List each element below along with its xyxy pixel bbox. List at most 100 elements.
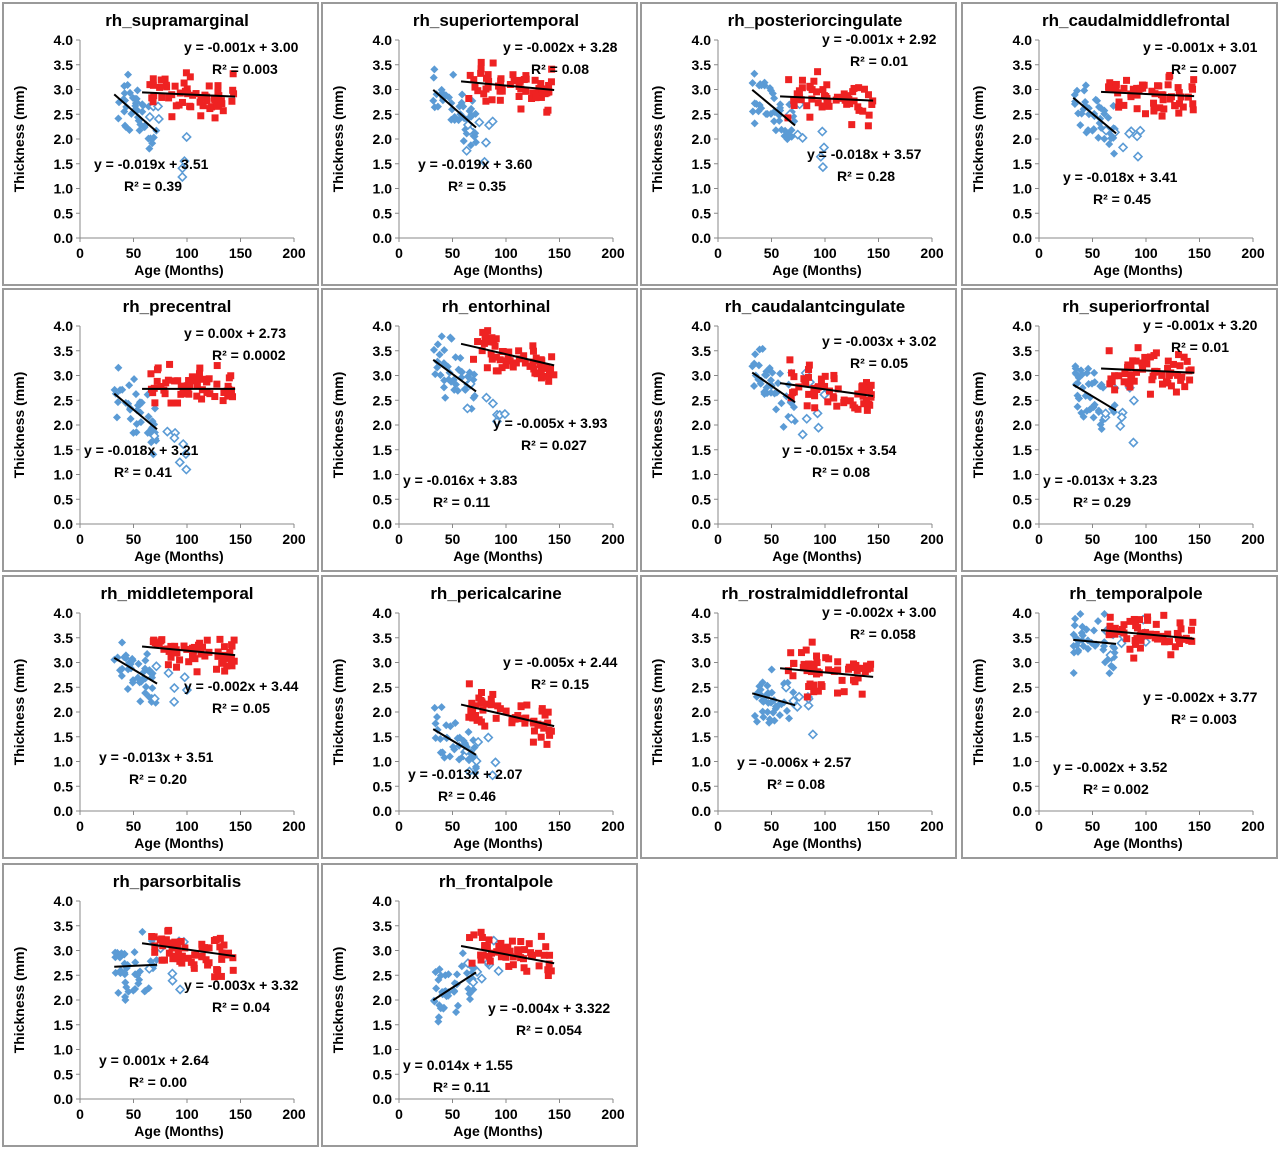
y-tick-label: 3.5 bbox=[373, 918, 393, 934]
older-point bbox=[1179, 635, 1187, 643]
older-trendline bbox=[460, 703, 555, 728]
y-tick-label: 3.5 bbox=[692, 57, 712, 73]
younger-point bbox=[467, 111, 476, 120]
older-point bbox=[218, 949, 226, 957]
y-tick-label: 4.0 bbox=[1013, 605, 1033, 621]
older-equation: y = -0.002x + 3.28 bbox=[503, 39, 618, 55]
younger-point bbox=[433, 340, 442, 349]
older-point bbox=[217, 972, 225, 980]
older-point bbox=[849, 401, 857, 409]
older-point bbox=[535, 949, 543, 957]
y-tick-label: 4.0 bbox=[54, 605, 74, 621]
older-point bbox=[1177, 93, 1185, 101]
older-point bbox=[199, 375, 207, 383]
younger-point bbox=[777, 125, 786, 134]
older-point bbox=[823, 81, 831, 89]
older-equation: y = -0.001x + 3.01 bbox=[1143, 39, 1258, 55]
older-point bbox=[1189, 106, 1197, 114]
older-point bbox=[199, 102, 207, 110]
younger-point bbox=[120, 653, 129, 662]
older-r2: R² = 0.003 bbox=[1171, 711, 1237, 727]
older-point bbox=[1124, 379, 1132, 387]
y-axis-label: Thickness (mm) bbox=[11, 86, 27, 193]
younger-point bbox=[1110, 149, 1119, 158]
x-tick-label: 200 bbox=[282, 245, 306, 261]
younger-point bbox=[134, 979, 143, 988]
older-point bbox=[182, 69, 190, 77]
younger-open-point bbox=[169, 432, 180, 444]
y-tick-label: 0.0 bbox=[373, 516, 393, 532]
younger-point bbox=[1099, 645, 1108, 654]
older-point bbox=[473, 716, 481, 724]
y-tick-label: 2.5 bbox=[373, 679, 393, 695]
older-point bbox=[211, 973, 219, 981]
younger-open-point bbox=[167, 968, 178, 979]
younger-trendline bbox=[751, 692, 796, 707]
older-point bbox=[1177, 625, 1185, 633]
younger-point bbox=[765, 364, 774, 373]
older-point bbox=[1111, 372, 1119, 380]
older-point bbox=[850, 676, 858, 684]
younger-open-point bbox=[479, 156, 490, 168]
x-axis-label: Age (Months) bbox=[453, 1123, 542, 1139]
younger-point bbox=[1071, 97, 1080, 106]
younger-point bbox=[138, 927, 147, 936]
older-point bbox=[510, 77, 518, 85]
y-tick-label: 1.5 bbox=[1013, 729, 1033, 745]
younger-point bbox=[1094, 133, 1103, 142]
younger-equation: y = 0.001x + 2.64 bbox=[99, 1052, 209, 1068]
older-point bbox=[1136, 84, 1144, 92]
younger-point bbox=[461, 125, 470, 134]
younger-point bbox=[429, 96, 438, 105]
younger-open-point bbox=[483, 732, 494, 743]
older-point bbox=[1150, 107, 1158, 115]
older-point bbox=[512, 359, 520, 367]
older-point bbox=[833, 93, 841, 101]
older-point bbox=[212, 936, 220, 944]
older-point bbox=[865, 111, 873, 119]
younger-point bbox=[132, 94, 141, 103]
younger-point bbox=[113, 398, 122, 407]
older-point bbox=[214, 966, 222, 974]
younger-point bbox=[124, 70, 133, 79]
older-point bbox=[466, 71, 474, 79]
older-point bbox=[196, 364, 204, 372]
older-point bbox=[833, 402, 841, 410]
younger-point bbox=[121, 978, 130, 987]
younger-point bbox=[785, 714, 794, 723]
older-point bbox=[211, 393, 219, 401]
older-point bbox=[491, 342, 499, 350]
younger-r2: R² = 0.11 bbox=[433, 494, 490, 510]
older-trendline bbox=[1100, 629, 1195, 640]
older-point bbox=[193, 376, 201, 384]
y-tick-label: 2.0 bbox=[54, 704, 74, 720]
younger-point bbox=[431, 968, 440, 977]
younger-open-point bbox=[499, 408, 511, 420]
x-tick-label: 0 bbox=[76, 818, 84, 834]
older-point bbox=[486, 338, 494, 346]
x-tick-label: 0 bbox=[1035, 531, 1043, 547]
older-point bbox=[544, 372, 552, 380]
younger-point bbox=[774, 379, 783, 388]
older-point bbox=[485, 78, 493, 86]
x-tick-label: 100 bbox=[494, 245, 518, 261]
younger-point bbox=[776, 369, 785, 378]
older-point bbox=[228, 642, 236, 650]
older-point bbox=[499, 945, 507, 953]
younger-point bbox=[113, 653, 122, 662]
y-tick-label: 0.0 bbox=[1013, 516, 1033, 532]
older-point bbox=[149, 81, 157, 89]
older-equation: y = -0.003x + 3.32 bbox=[184, 977, 299, 993]
x-tick-label: 200 bbox=[1241, 245, 1265, 261]
older-point bbox=[470, 931, 478, 939]
older-point bbox=[187, 958, 195, 966]
y-tick-label: 1.0 bbox=[54, 181, 74, 197]
younger-open-point bbox=[818, 142, 830, 153]
older-point bbox=[1164, 364, 1172, 372]
chart-svg: rh_pericalcarine 0.0 0.5 1.0 1.5 2.0 2.5 3.0 3.5… bbox=[330, 584, 625, 851]
x-tick-label: 50 bbox=[445, 245, 461, 261]
younger-point bbox=[453, 386, 462, 395]
older-point bbox=[485, 936, 493, 944]
older-point bbox=[1150, 99, 1158, 107]
y-tick-label: 3.5 bbox=[373, 57, 393, 73]
